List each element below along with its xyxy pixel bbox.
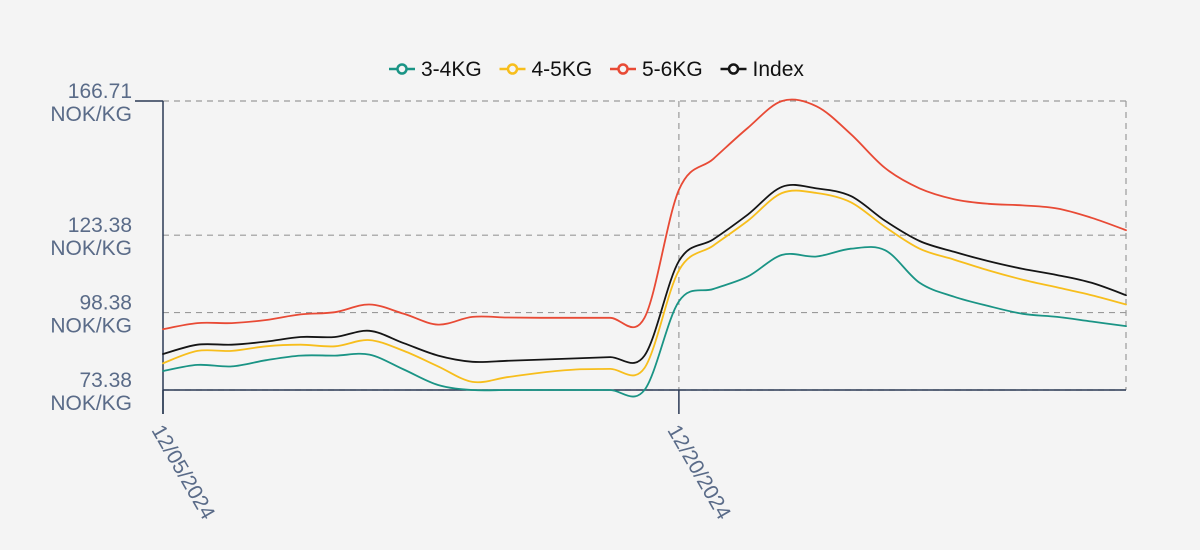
series-lines — [162, 98, 1127, 398]
y-tick-unit: NOK/KG — [50, 315, 132, 338]
legend-marker-icon — [727, 63, 740, 75]
legend-item-5-6kg[interactable]: 5-6KG — [610, 58, 703, 81]
legend-label: 5-6KG — [642, 58, 703, 81]
y-tick-value: 166.71 — [68, 80, 132, 103]
y-tick-unit: NOK/KG — [50, 392, 132, 415]
legend-marker-icon — [506, 63, 519, 75]
legend-item-4-5kg[interactable]: 4-5KG — [499, 58, 593, 81]
legend-label: Index — [753, 58, 805, 81]
legend-label: 3-4KG — [421, 58, 482, 81]
y-tick-unit: NOK/KG — [50, 103, 132, 126]
x-tick-label: 12/20/2024 — [663, 421, 736, 524]
grid — [163, 100, 1127, 391]
x-tick-label: 12/05/2024 — [147, 421, 220, 524]
legend-item-index[interactable]: Index — [720, 58, 805, 81]
y-tick-value: 98.38 — [79, 292, 132, 315]
series-line-3-4kg — [162, 246, 1127, 398]
series-line-5-6kg — [162, 98, 1127, 331]
legend: 3-4KG 4-5KG 5-6KG Index — [389, 58, 804, 81]
y-tick-value: 123.38 — [68, 214, 132, 237]
y-tick-value: 73.38 — [79, 369, 132, 392]
y-tick-unit: NOK/KG — [50, 237, 132, 260]
tick-labels: 166.71NOK/KG123.38NOK/KG98.38NOK/KG73.38… — [50, 80, 735, 524]
legend-marker-icon — [396, 63, 408, 75]
legend-item-3-4kg[interactable]: 3-4KG — [389, 58, 482, 81]
series-line-index — [162, 184, 1127, 364]
series-line-4-5kg — [162, 189, 1127, 384]
legend-label: 4-5KG — [532, 58, 593, 81]
legend-marker-icon — [617, 63, 629, 75]
